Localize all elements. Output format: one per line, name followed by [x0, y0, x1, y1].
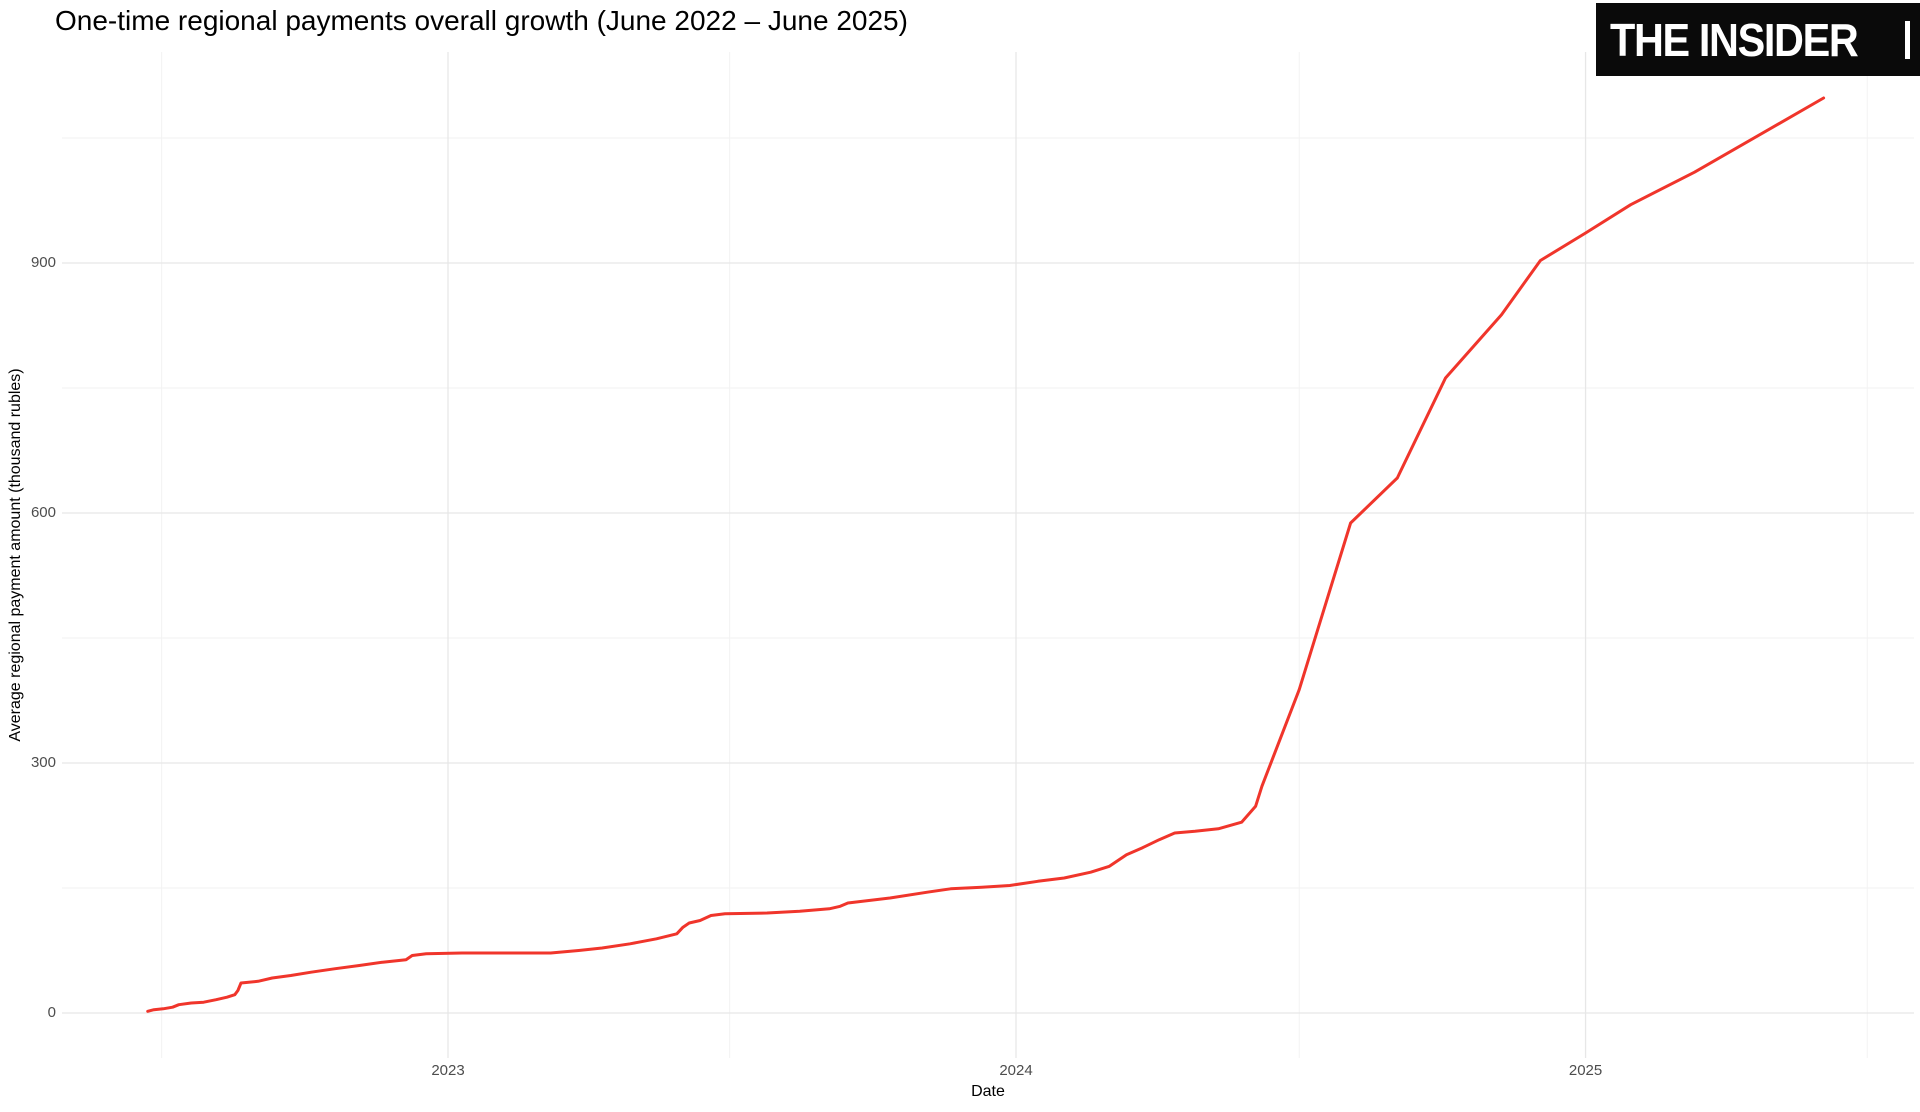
- the-insider-logo: THE INSIDER: [1596, 3, 1920, 76]
- logo-text: THE INSIDER: [1610, 13, 1859, 66]
- chart-title: One-time regional payments overall growt…: [55, 5, 908, 36]
- y-axis-tick-label: 600: [30, 504, 56, 521]
- y-axis-title: Average regional payment amount (thousan…: [7, 368, 24, 742]
- y-axis-tick-label: 300: [30, 754, 56, 771]
- x-axis-title: Date: [971, 1083, 1005, 1100]
- logo-cursor-bar: [1905, 20, 1910, 59]
- x-axis-tick-label: 2024: [999, 1062, 1033, 1079]
- x-axis-tick-label: 2023: [431, 1062, 465, 1079]
- y-axis-tick-label: 0: [47, 1004, 56, 1021]
- y-axis-tick-label: 900: [30, 254, 56, 271]
- x-axis-tick-label: 2025: [1568, 1062, 1603, 1079]
- payments-growth-line: [146, 96, 1826, 1013]
